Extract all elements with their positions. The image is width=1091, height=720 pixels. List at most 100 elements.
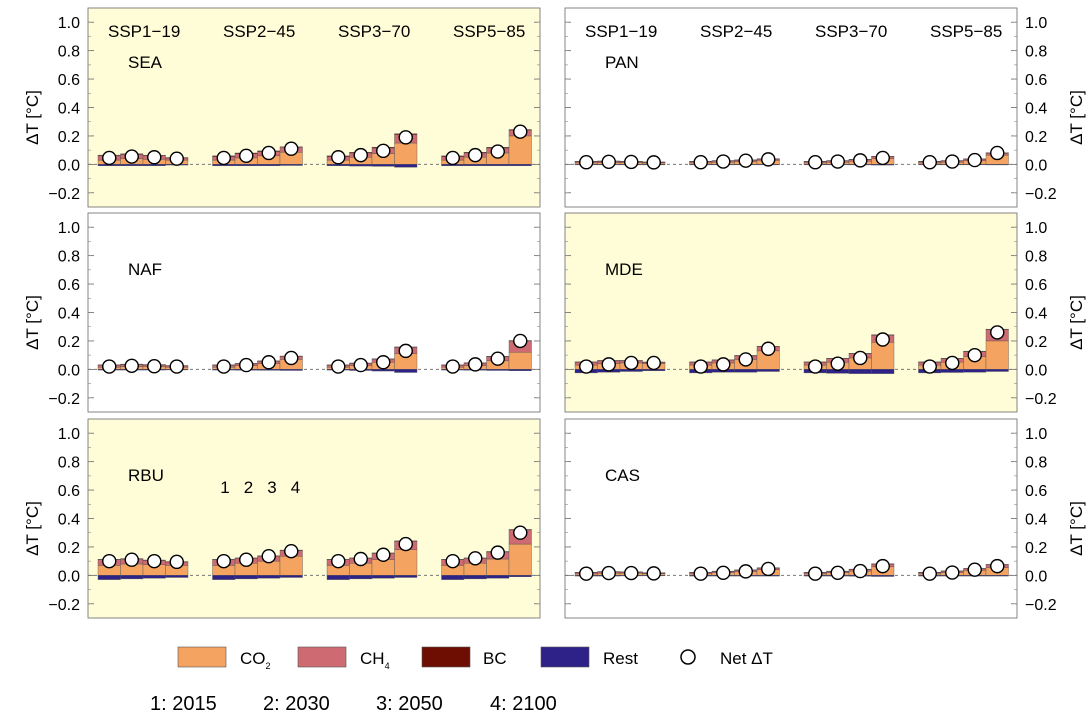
panel-rbu: 1.0 0.8 0.6 0.4 0.2 0.0 −0.2 ΔT [°C] RBU 1 2 3 4	[23, 418, 541, 619]
step-label: 4	[291, 478, 300, 497]
y-tick-label: 0.2	[58, 334, 80, 351]
bar-rest	[756, 369, 780, 372]
bar-co2	[394, 142, 418, 165]
y-tick-label: 0.8	[1025, 249, 1047, 266]
scenario-label: SSP3−70	[338, 22, 410, 41]
y-tick-label: −0.2	[48, 597, 80, 614]
panel-naf: 1.0 0.8 0.6 0.4 0.2 0.0 −0.2 ΔT [°C] NAF	[23, 212, 541, 413]
bar-rest	[871, 369, 895, 374]
net-marker	[239, 357, 254, 373]
legend-label-net: Net ΔT	[720, 649, 773, 668]
scenario-label: SSP2−45	[700, 22, 772, 41]
net-marker	[624, 154, 639, 170]
net-marker	[513, 525, 528, 540]
y-tick-label: −0.2	[1025, 391, 1057, 408]
panel-cas: 1.0 0.8 0.6 0.4 0.2 0.0 −0.2 ΔT [°C] CAS	[564, 418, 1086, 619]
year-key-3: 3: 2050	[376, 693, 443, 715]
net-marker	[646, 155, 661, 170]
bar-rest	[142, 575, 166, 579]
net-marker	[490, 144, 505, 159]
net-marker	[124, 552, 139, 567]
net-marker	[490, 545, 505, 560]
bar-rest	[371, 369, 395, 372]
y-tick-label: 0.2	[1025, 334, 1047, 351]
bar-co2	[486, 558, 510, 576]
y-tick-label: 1.0	[1025, 15, 1047, 32]
bar-rest	[279, 575, 303, 578]
bar-rest	[394, 164, 418, 168]
net-marker	[513, 124, 528, 139]
bar-rest	[508, 369, 532, 371]
net-marker	[646, 566, 661, 581]
y-tick-label: 0.4	[1025, 512, 1047, 529]
net-marker	[693, 566, 708, 581]
net-marker	[490, 351, 505, 366]
scenario-label: SSP3−70	[815, 22, 887, 41]
panel-pan: 1.0 0.8 0.6 0.4 0.2 0.0 −0.2 ΔT [°C] PAN SSP1−19 S…	[564, 7, 1086, 208]
net-marker	[261, 355, 276, 370]
y-tick-label: 0.8	[1025, 44, 1047, 61]
net-marker	[239, 148, 254, 164]
legend: CO2 CH4 BC Rest Net ΔT	[177, 646, 773, 671]
net-marker	[331, 359, 346, 374]
bar-rest	[394, 369, 418, 373]
y-tick-label: 0.8	[58, 455, 80, 472]
net-marker	[990, 325, 1005, 340]
legend-swatch-co2	[177, 646, 227, 668]
net-marker	[579, 359, 594, 374]
bar-co2	[508, 543, 532, 576]
net-marker	[738, 564, 753, 579]
net-marker	[922, 359, 937, 374]
net-marker	[284, 350, 299, 366]
net-marker	[102, 359, 117, 374]
net-marker	[169, 554, 184, 570]
bar-rest	[257, 575, 281, 579]
region-label: MDE	[605, 260, 643, 279]
net-marker	[601, 357, 616, 372]
y-axis-label: ΔT [°C]	[23, 501, 42, 556]
y-tick-label: 0.6	[1025, 72, 1047, 89]
scenario-label: SSP1−19	[108, 22, 180, 41]
bar-rest	[463, 575, 487, 580]
net-marker	[693, 359, 708, 374]
panel-frame	[564, 212, 1018, 413]
panel-mde: 1.0 0.8 0.6 0.4 0.2 0.0 −0.2 ΔT [°C] MDE	[564, 212, 1086, 413]
net-marker	[716, 154, 731, 169]
net-marker	[216, 553, 231, 569]
net-marker	[216, 150, 231, 166]
y-axis-label: ΔT [°C]	[23, 295, 42, 350]
net-marker	[875, 332, 890, 347]
bar-co2	[985, 340, 1009, 370]
bar-rest	[234, 164, 258, 166]
panel-frame	[564, 7, 1018, 208]
y-tick-label: 0.0	[58, 568, 80, 585]
net-marker	[830, 356, 845, 371]
y-axis-label: ΔT [°C]	[1067, 501, 1086, 556]
net-marker	[761, 341, 776, 356]
y-tick-label: 0.8	[58, 249, 80, 266]
y-tick-label: 0.2	[58, 540, 80, 557]
bar-co2	[279, 555, 303, 576]
net-marker	[808, 566, 823, 581]
step-label: 2	[244, 478, 253, 497]
bar-rest	[463, 164, 487, 166]
net-marker	[716, 565, 731, 580]
y-axis-label: ΔT [°C]	[1067, 295, 1086, 350]
y-tick-label: 0.4	[58, 512, 80, 529]
y-tick-label: 0.0	[58, 157, 80, 174]
net-marker	[624, 565, 639, 581]
legend-label-ch4: CH4	[360, 649, 390, 671]
net-marker	[331, 150, 346, 165]
bar-rest	[120, 164, 144, 166]
net-marker	[398, 343, 413, 359]
net-marker	[124, 149, 139, 164]
bar-rest	[441, 575, 465, 580]
net-marker	[284, 543, 299, 559]
year-key-1: 1: 2015	[150, 693, 217, 715]
y-tick-label: 0.4	[1025, 306, 1047, 323]
region-label: RBU	[128, 466, 164, 485]
bar-rest	[326, 575, 350, 580]
y-tick-label: 0.0	[1025, 362, 1047, 379]
net-marker	[646, 355, 661, 371]
